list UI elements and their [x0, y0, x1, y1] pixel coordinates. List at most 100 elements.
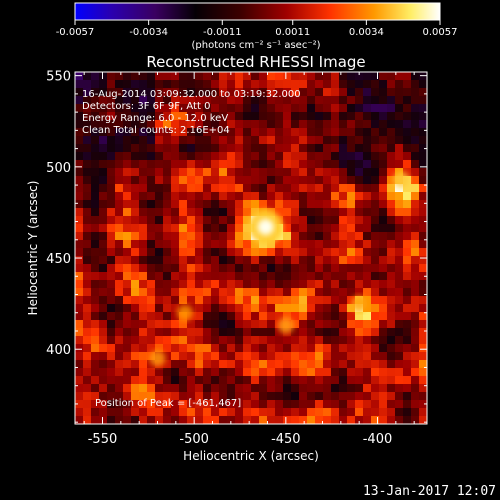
colorbar-unit: (photons cm⁻² s⁻¹ asec⁻²): [191, 40, 320, 51]
heatmap-cell: [243, 304, 252, 313]
heatmap-cell: [259, 280, 268, 289]
heatmap-cell: [195, 184, 204, 193]
heatmap-cell: [371, 200, 380, 209]
heatmap-cell: [123, 176, 132, 185]
heatmap-cell: [235, 184, 244, 193]
heatmap-cell: [323, 144, 332, 153]
heatmap-cell: [371, 384, 380, 393]
heatmap-cell: [195, 104, 204, 113]
heatmap-cell: [147, 256, 156, 265]
heatmap-cell: [243, 360, 252, 369]
heatmap-cell: [403, 376, 412, 385]
heatmap-cell: [363, 176, 372, 185]
heatmap-cell: [307, 224, 316, 233]
heatmap-cell: [99, 168, 108, 177]
heatmap-cell: [139, 224, 148, 233]
heatmap-cell: [355, 224, 364, 233]
heatmap-cell: [147, 152, 156, 161]
heatmap-cell: [347, 288, 356, 297]
heatmap-cell: [187, 224, 196, 233]
heatmap-cell: [147, 88, 156, 97]
heatmap-cell: [235, 80, 244, 89]
heatmap-cell: [379, 248, 388, 257]
heatmap-cell: [363, 96, 372, 105]
heatmap-cell: [411, 72, 420, 81]
heatmap-cell: [179, 144, 188, 153]
heatmap-cell: [355, 272, 364, 281]
heatmap-cell: [339, 368, 348, 377]
heatmap-cell: [347, 96, 356, 105]
heatmap-cell: [91, 344, 100, 353]
heatmap-cell: [307, 368, 316, 377]
heatmap-cell: [83, 184, 92, 193]
heatmap-cell: [155, 392, 164, 401]
heatmap-cell: [203, 224, 212, 233]
heatmap-cell: [403, 280, 412, 289]
heatmap-cell: [387, 392, 396, 401]
heatmap-cell: [155, 80, 164, 89]
heatmap-cell: [75, 232, 84, 241]
heatmap-cell: [99, 200, 108, 209]
heatmap-cell: [403, 304, 412, 313]
heatmap-cell: [363, 160, 372, 169]
heatmap-cell: [163, 368, 172, 377]
heatmap-cell: [347, 112, 356, 121]
heatmap-cell: [139, 312, 148, 321]
heatmap-cell: [83, 296, 92, 305]
heatmap-cell: [187, 384, 196, 393]
heatmap-cell: [387, 128, 396, 137]
heatmap-cell: [395, 280, 404, 289]
heatmap-cell: [131, 296, 140, 305]
heatmap-cell: [211, 288, 220, 297]
heatmap-cell: [139, 128, 148, 137]
heatmap-cell: [75, 336, 84, 345]
heatmap-cell: [91, 256, 100, 265]
heatmap-cell: [347, 400, 356, 409]
heatmap-cell: [75, 104, 84, 113]
heatmap-cell: [243, 120, 252, 129]
heatmap-cell: [171, 312, 180, 321]
heatmap-cell: [171, 96, 180, 105]
heatmap-cell: [107, 128, 116, 137]
heatmap-cell: [91, 104, 100, 113]
heatmap-cell: [243, 224, 252, 233]
heatmap-cell: [99, 384, 108, 393]
heatmap-cell: [267, 104, 276, 113]
heatmap-cell: [139, 240, 148, 249]
heatmap-cell: [403, 264, 412, 273]
heatmap-cell: [115, 176, 124, 185]
heatmap-cell: [227, 80, 236, 89]
heatmap-cell: [155, 416, 164, 424]
heatmap-cell: [147, 168, 156, 177]
heatmap-cell: [75, 400, 84, 409]
heatmap-cell: [395, 320, 404, 329]
heatmap-cell: [131, 96, 140, 105]
heatmap-cell: [363, 272, 372, 281]
heatmap-cell: [403, 384, 412, 393]
heatmap-cell: [155, 368, 164, 377]
heatmap-cell: [211, 320, 220, 329]
heatmap-cell: [219, 120, 228, 129]
heatmap-cell: [139, 112, 148, 121]
heatmap-cell: [387, 312, 396, 321]
heatmap-cell: [83, 248, 92, 257]
heatmap-cell: [339, 416, 348, 424]
heatmap-cell: [155, 256, 164, 265]
heatmap-cell: [299, 80, 308, 89]
heatmap-cell: [147, 304, 156, 313]
heatmap-cell: [379, 136, 388, 145]
heatmap-cell: [411, 120, 420, 129]
heatmap-cell: [99, 344, 108, 353]
heatmap-cell: [363, 128, 372, 137]
heatmap-cell: [91, 176, 100, 185]
heatmap-cell: [147, 392, 156, 401]
heatmap-cell: [371, 208, 380, 217]
heatmap-cell: [163, 224, 172, 233]
heatmap-cell: [315, 304, 324, 313]
heatmap-cell: [419, 152, 427, 161]
heatmap-cell: [227, 264, 236, 273]
heatmap-cell: [187, 200, 196, 209]
heatmap-cell: [195, 376, 204, 385]
heatmap-cell: [387, 208, 396, 217]
heatmap-cell: [91, 336, 100, 345]
